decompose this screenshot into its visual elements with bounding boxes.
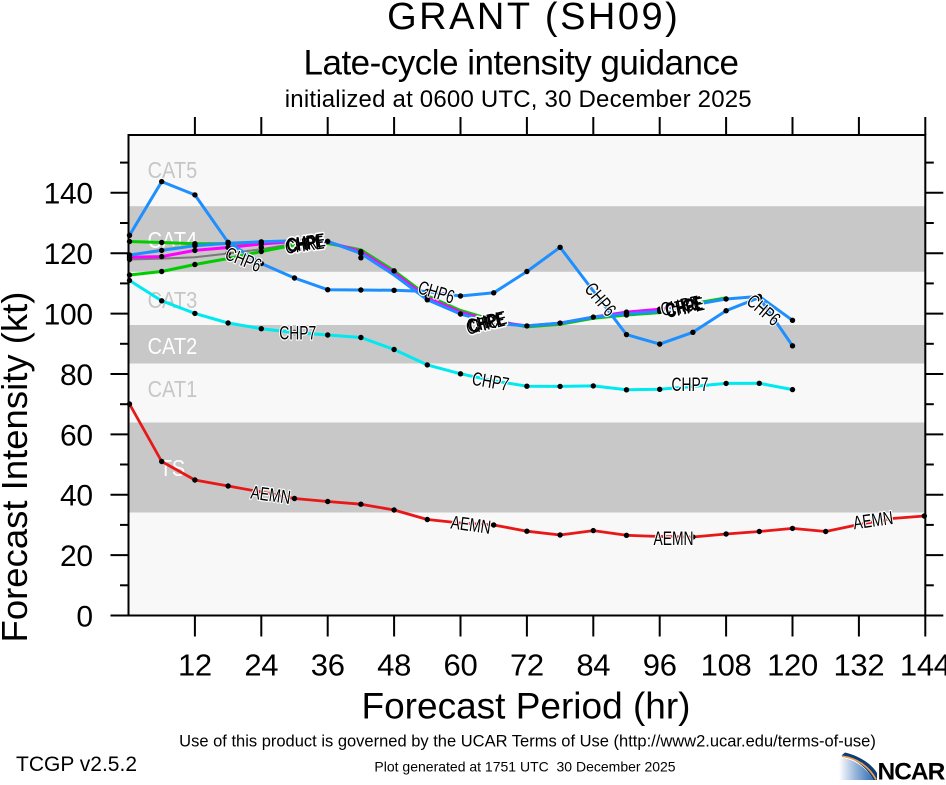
svg-text:Late-cycle intensity guidance: Late-cycle intensity guidance [304, 43, 739, 82]
svg-text:84: 84 [576, 648, 610, 683]
svg-text:NCAR: NCAR [878, 759, 946, 781]
svg-text:AEMN: AEMN [249, 481, 292, 508]
svg-text:120: 120 [44, 238, 93, 271]
svg-text:48: 48 [377, 648, 411, 683]
svg-text:CHRI: CHRI [286, 231, 323, 257]
svg-text:40: 40 [60, 480, 93, 513]
svg-text:Plot generated at 1751 UTC 30: Plot generated at 1751 UTC 30 December 2… [374, 759, 675, 775]
svg-text:CHPE: CHPE [286, 229, 327, 256]
svg-text:60: 60 [444, 648, 478, 683]
svg-text:140: 140 [44, 178, 93, 211]
svg-text:initialized at 0600 UTC, 30 De: initialized at 0600 UTC, 30 December 202… [285, 86, 752, 113]
svg-text:CAT2: CAT2 [148, 333, 198, 360]
svg-text:Use of this product is governe: Use of this product is governed by the U… [179, 733, 876, 751]
svg-text:36: 36 [311, 648, 345, 683]
svg-text:20: 20 [60, 540, 93, 573]
svg-text:132: 132 [833, 648, 884, 683]
svg-text:AEMN: AEMN [653, 528, 693, 550]
svg-text:120: 120 [767, 648, 818, 683]
svg-text:96: 96 [643, 648, 677, 683]
svg-text:24: 24 [244, 648, 278, 683]
svg-text:72: 72 [510, 648, 544, 683]
svg-text:100: 100 [44, 299, 93, 332]
svg-text:CAT3: CAT3 [148, 287, 198, 314]
svg-text:12: 12 [178, 648, 212, 683]
svg-text:0: 0 [76, 600, 92, 633]
svg-text:CAT5: CAT5 [148, 156, 198, 183]
svg-text:108: 108 [701, 648, 752, 683]
svg-text:CAT1: CAT1 [148, 375, 198, 402]
svg-text:144: 144 [900, 648, 946, 683]
svg-text:Forecast Intensity (kt): Forecast Intensity (kt) [0, 292, 35, 643]
svg-text:CHPI: CHPI [285, 230, 321, 256]
svg-text:GRANT (SH09): GRANT (SH09) [387, 0, 680, 38]
svg-text:80: 80 [60, 359, 93, 392]
svg-text:CHRE: CHRE [284, 231, 326, 258]
svg-text:TCGP v2.5.2: TCGP v2.5.2 [16, 753, 137, 776]
svg-text:Forecast Period (hr): Forecast Period (hr) [362, 686, 691, 727]
svg-text:60: 60 [60, 419, 93, 452]
svg-text:CHP7: CHP7 [672, 374, 709, 396]
svg-text:CHP7: CHP7 [279, 322, 316, 344]
